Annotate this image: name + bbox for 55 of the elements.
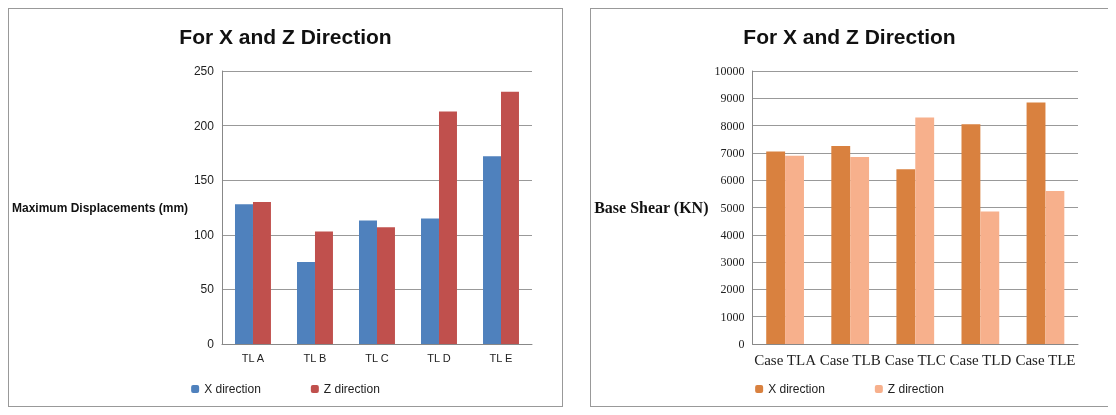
bar [961, 124, 981, 344]
y-tick-label: 250 [193, 64, 215, 78]
y-tick-label: 0 [738, 337, 745, 351]
y-tick-label: 0 [207, 337, 215, 351]
y-tick-label: 1000 [720, 309, 745, 324]
bar [1026, 102, 1046, 344]
chart-title: For X and Z Direction [179, 25, 392, 48]
bar [766, 151, 786, 344]
y-tick-label: 10000 [714, 64, 745, 78]
bar [915, 117, 935, 344]
chart-title: For X and Z Direction [743, 25, 956, 48]
y-tick-label: 50 [200, 282, 215, 297]
y-tick-label: 9000 [720, 91, 745, 106]
legend-label: X direction [768, 382, 825, 396]
bar [831, 146, 851, 344]
y-tick-label: 2000 [720, 282, 745, 297]
y-axis-title: Maximum Displacements (mm) [11, 200, 189, 215]
x-tick-label: Case TLD [949, 351, 1012, 368]
bar [359, 220, 377, 344]
y-tick-label: 6000 [720, 173, 745, 188]
bar [314, 231, 333, 344]
legend-label: Z direction [323, 382, 380, 396]
bar [501, 91, 519, 344]
y-tick-label: 3000 [720, 255, 745, 270]
bar [980, 211, 1000, 344]
bar [234, 204, 253, 344]
y-tick-label: 100 [193, 227, 215, 242]
bar [421, 218, 439, 344]
x-tick-label: Case TLE [1015, 351, 1076, 368]
bar [252, 202, 271, 344]
y-tick-label: 4000 [720, 227, 745, 242]
bar [896, 169, 916, 344]
y-tick-label: 150 [193, 173, 215, 188]
y-tick-label: 200 [193, 118, 215, 133]
x-tick-label: Case TLC [884, 351, 946, 368]
bar [483, 156, 501, 344]
bar [1045, 191, 1065, 344]
x-tick-label: Case TLB [819, 351, 881, 368]
y-tick-label: 7000 [720, 145, 745, 160]
bar [785, 155, 804, 344]
x-tick-label: TL C [365, 351, 389, 364]
x-tick-label: TL D [427, 351, 451, 364]
x-tick-label: Case TLA [754, 351, 817, 368]
bar [438, 111, 457, 344]
y-axis-title: Base Shear (KN) [594, 199, 709, 217]
x-tick-label: TL B [303, 351, 327, 364]
bar [850, 157, 870, 344]
bar [297, 262, 315, 344]
y-tick-label: 8000 [720, 118, 745, 133]
x-tick-label: TL A [241, 351, 265, 364]
legend-label: X direction [204, 382, 261, 396]
bar [376, 227, 395, 344]
y-tick-label: 5000 [720, 200, 745, 215]
legend-label: Z direction [887, 382, 944, 396]
x-tick-label: TL E [489, 351, 513, 364]
